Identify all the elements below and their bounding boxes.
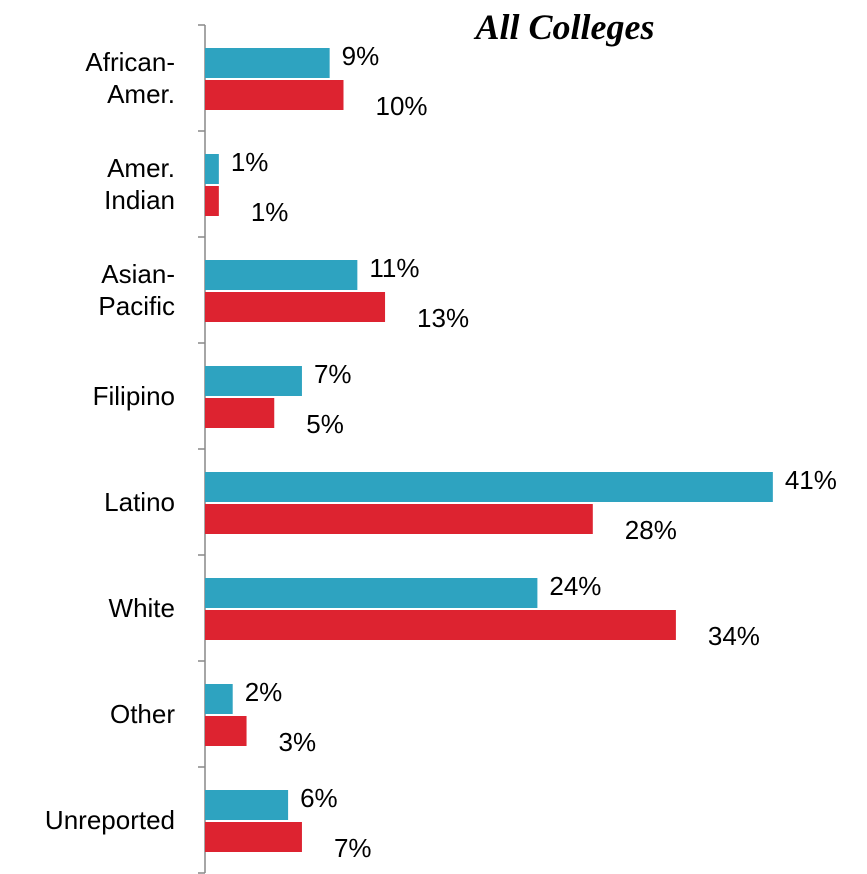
bar [205,472,773,502]
value-label: 1% [230,147,269,177]
bar [205,684,233,714]
value-label: 3% [278,727,317,757]
bar [205,186,219,216]
value-label: 1% [250,197,289,227]
bar [205,80,344,110]
value-label: 6% [300,783,338,813]
bar [205,790,289,820]
value-label: 28% [624,515,677,545]
category-label: Unreported [44,805,175,835]
category-label: African- Amer. [85,47,175,109]
value-label: 7% [333,833,372,863]
value-label: 2% [244,677,283,707]
bar [205,292,386,322]
bar [205,822,302,852]
value-label: 34% [707,621,760,651]
bar [205,504,593,534]
value-label: 9% [341,41,380,71]
category-label: Filipino [92,381,175,411]
bar [205,578,538,608]
category-label: Latino [104,487,175,517]
chart-title: All Colleges [475,7,655,47]
value-label: 10% [375,91,428,121]
category-label: White [108,593,175,623]
bar [205,260,358,290]
value-label: 41% [784,465,837,495]
value-label: 13% [417,303,470,333]
value-label: 7% [313,359,352,389]
value-label: 11% [369,253,420,283]
bar [205,716,247,746]
bar [205,48,330,78]
bar [205,366,302,396]
bar [205,154,219,184]
category-label: Other [109,699,175,729]
bar [205,398,275,428]
value-label: 5% [306,409,344,439]
category-label: Amer. Indian [104,153,175,215]
category-label: Asian- Pacific [98,259,175,321]
value-label: 24% [549,571,602,601]
bar [205,610,676,640]
